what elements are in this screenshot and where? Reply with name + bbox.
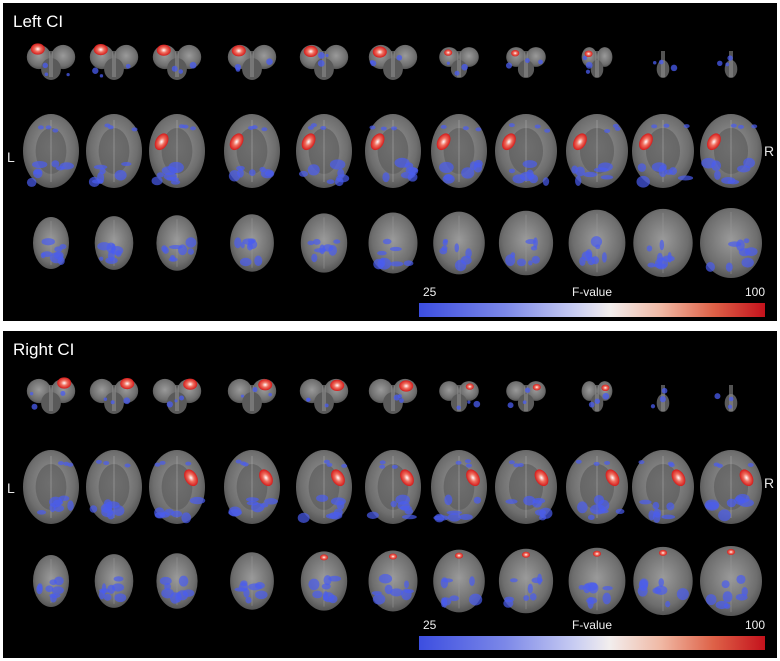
right-ci-panel: Right CI L R 25 F-value 100 <box>3 331 777 658</box>
brain-slice <box>365 114 421 188</box>
brain-slice <box>566 114 628 188</box>
brain-slice-montage <box>23 43 762 278</box>
brain-slice <box>86 450 142 524</box>
brain-slice <box>156 215 198 271</box>
brain-slice <box>94 216 134 270</box>
brain-slice <box>652 51 678 78</box>
left-side-label: L <box>7 149 15 165</box>
brain-slice <box>433 211 485 275</box>
brain-slice <box>495 114 557 188</box>
brain-slice <box>227 378 277 414</box>
brain-slice <box>296 450 352 524</box>
brain-slice <box>368 44 418 80</box>
brain-slice-montage <box>23 377 762 616</box>
colorbar-min-label: 25 <box>423 618 437 632</box>
brain-slice <box>300 213 348 273</box>
right-side-label: R <box>764 475 775 491</box>
brain-slice <box>700 546 762 616</box>
brain-slice <box>431 114 487 188</box>
brain-slice <box>505 47 546 78</box>
brain-slice <box>224 114 280 188</box>
brain-slice <box>152 44 202 80</box>
brain-slice <box>368 212 418 274</box>
brain-slice <box>230 214 274 272</box>
brain-slice <box>224 450 280 524</box>
panel-title: Left CI <box>13 12 64 31</box>
brain-slice <box>433 549 485 613</box>
brain-slice <box>633 546 693 616</box>
brain-slice <box>89 378 139 414</box>
brain-slice <box>495 450 557 524</box>
colorbar-min-label: 25 <box>423 285 437 299</box>
brain-slice <box>650 385 670 412</box>
brain-slice <box>368 550 418 612</box>
brain-slice <box>227 44 277 80</box>
brain-slice <box>568 209 626 277</box>
brain-slice <box>431 450 487 524</box>
brain-slice <box>33 217 69 269</box>
brain-slice <box>439 47 479 78</box>
brain-slice <box>700 114 762 188</box>
colorbar-max-label: 100 <box>744 618 765 632</box>
brain-slice <box>700 208 762 278</box>
brain-slice <box>89 44 139 80</box>
brain-slice <box>149 450 206 524</box>
brain-slice <box>300 551 348 611</box>
left-side-label: L <box>7 480 15 496</box>
brain-slice <box>439 381 481 412</box>
brain-slice <box>296 114 352 188</box>
brain-slice <box>581 381 613 412</box>
brain-slice <box>714 385 738 412</box>
brain-slice <box>86 114 142 188</box>
brain-slice <box>23 114 79 188</box>
brain-slice <box>26 43 76 80</box>
brain-slice <box>498 210 554 276</box>
brain-slice <box>498 548 554 614</box>
brain-slice <box>94 554 134 608</box>
brain-slice <box>632 114 694 188</box>
brain-slice <box>700 450 762 524</box>
brain-slice <box>368 378 418 414</box>
colorbar-max-label: 100 <box>744 285 765 299</box>
brain-slice <box>632 450 694 524</box>
brain-slice <box>230 552 274 610</box>
right-side-label: R <box>764 143 775 159</box>
brain-slice <box>365 450 421 524</box>
brain-slice <box>33 555 69 607</box>
brain-slice <box>566 450 628 524</box>
colorbar: 25 F-value 100 <box>417 618 767 658</box>
brain-slice <box>152 378 202 414</box>
brain-slice <box>299 44 349 80</box>
brain-slice <box>506 381 546 412</box>
brain-slice <box>568 547 626 615</box>
colorbar-gradient <box>419 636 765 650</box>
brain-slice <box>299 378 349 414</box>
left-ci-panel: Left CI L R 25 F-value 100 <box>3 3 777 321</box>
brain-slice <box>23 450 79 524</box>
colorbar-title: F-value <box>571 618 612 632</box>
brain-slice <box>581 47 613 78</box>
brain-slice <box>149 114 205 188</box>
brain-slice <box>633 208 693 278</box>
panel-title: Right CI <box>13 340 75 359</box>
brain-slice <box>26 377 76 414</box>
colorbar-title: F-value <box>571 285 612 299</box>
brain-slice <box>717 51 738 78</box>
brain-slice <box>156 553 198 609</box>
colorbar-gradient <box>419 303 765 317</box>
colorbar: 25 F-value 100 <box>417 285 767 321</box>
